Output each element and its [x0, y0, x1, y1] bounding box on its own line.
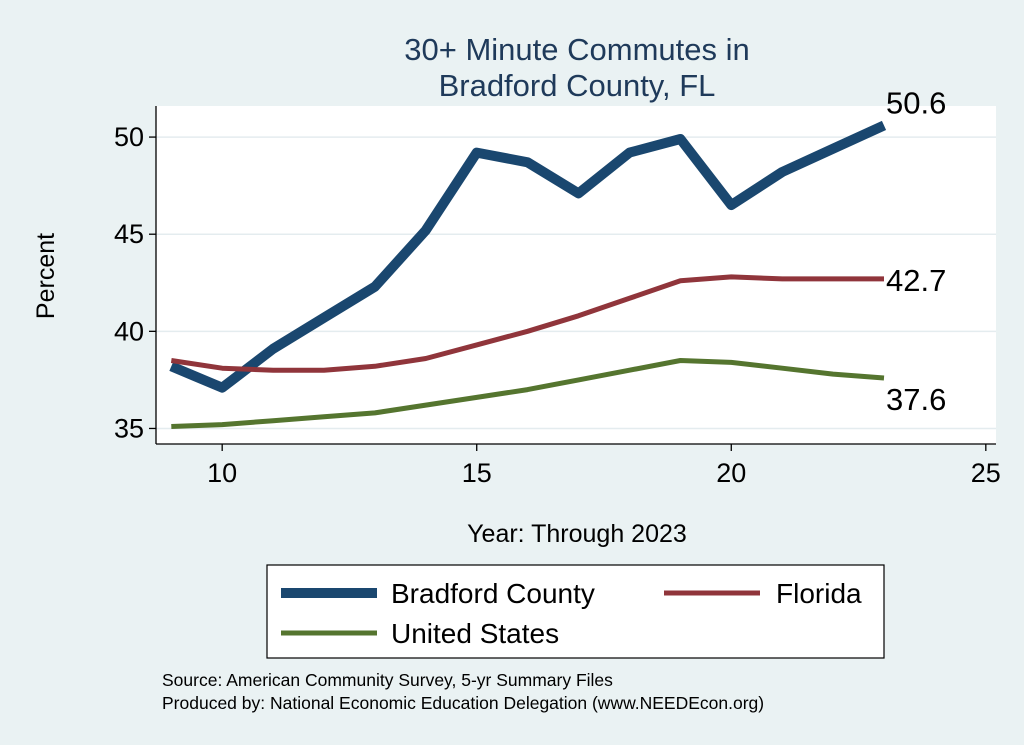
x-tick-label: 20 [716, 458, 746, 488]
source-note: Source: American Community Survey, 5-yr … [162, 670, 613, 690]
legend-label-florida: Florida [776, 578, 862, 609]
legend-box [266, 564, 885, 659]
y-tick-label: 50 [114, 122, 144, 152]
series-line-bradford-county [169, 120, 887, 393]
series-line-florida [170, 274, 884, 373]
y-axis-title: Percent [32, 233, 60, 319]
x-tick-label: 10 [207, 458, 237, 488]
chart-title-line-2: Bradford County, FL [439, 68, 716, 103]
legend-label-united-states: United States [391, 618, 559, 649]
chart-title-line-1: 30+ Minute Commutes in [404, 32, 749, 67]
end-labels: 50.6 42.7 37.6 [886, 85, 946, 417]
legend-label-bradford-county: Bradford County [391, 578, 595, 609]
plot-area [156, 106, 996, 444]
producer-note: Produced by: National Economic Education… [162, 693, 764, 713]
y-tick-label: 45 [114, 219, 144, 249]
y-tick-label: 35 [114, 413, 144, 443]
series-lines [169, 120, 887, 429]
end-label-bradford-county: 50.6 [886, 85, 946, 120]
y-tick-label: 40 [114, 316, 144, 346]
y-ticks: 35 40 45 50 [114, 122, 156, 443]
series-line-united-states [171, 358, 885, 429]
end-label-united-states: 37.6 [886, 382, 946, 417]
x-tick-label: 25 [971, 458, 1001, 488]
x-tick-label: 15 [462, 458, 492, 488]
legend: Bradford County Florida United States [266, 564, 885, 659]
x-ticks: 10 15 20 25 [207, 444, 1001, 488]
axes [155, 106, 996, 445]
x-axis-title: Year: Through 2023 [467, 520, 687, 548]
end-label-florida: 42.7 [886, 263, 946, 298]
